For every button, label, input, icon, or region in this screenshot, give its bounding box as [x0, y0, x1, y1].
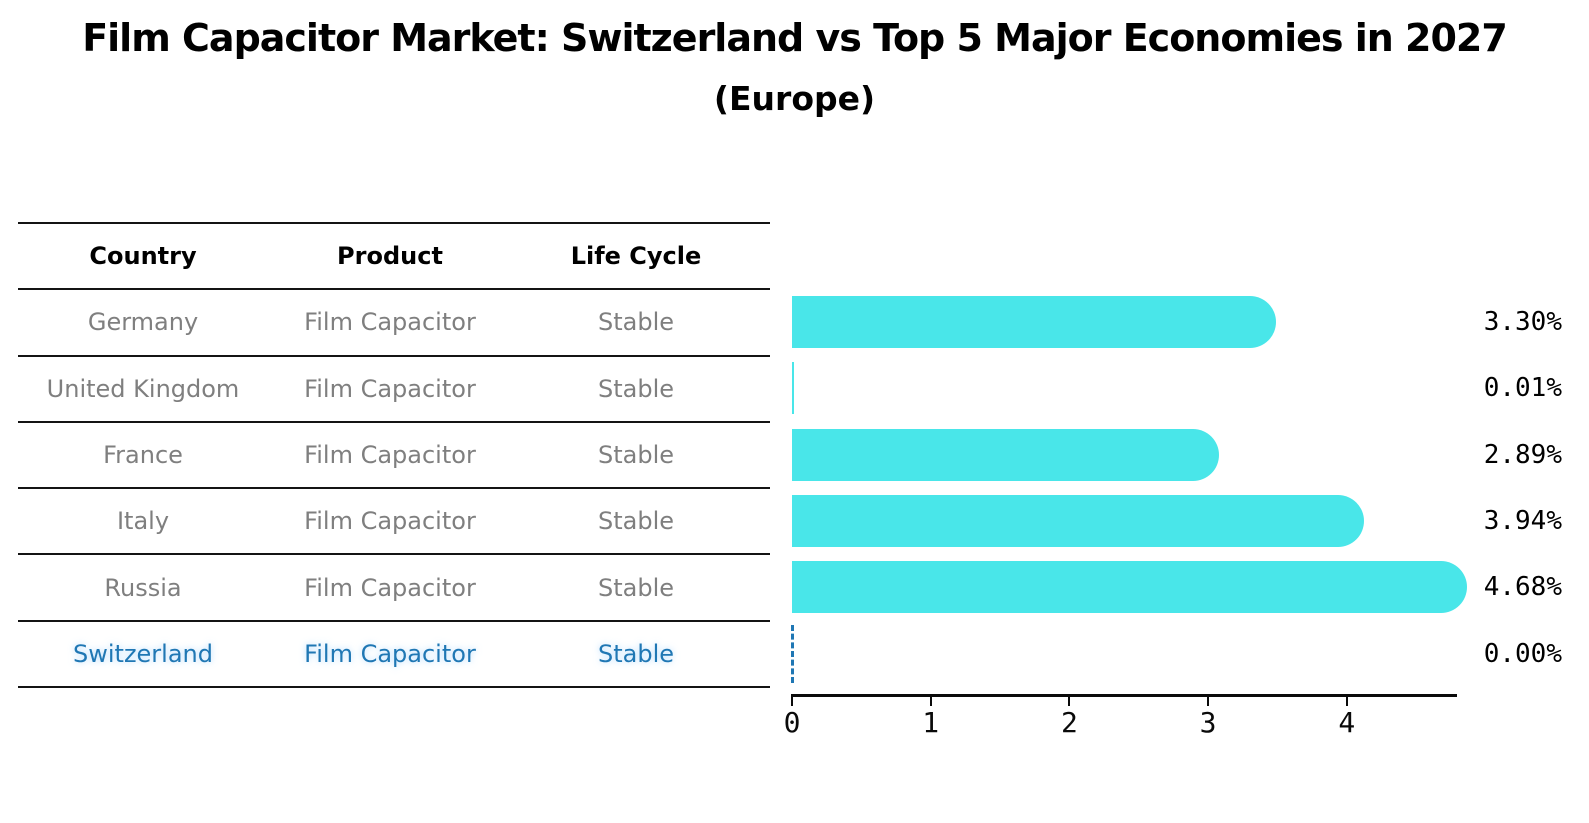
- table-cell-life-cycle: Stable: [597, 573, 675, 602]
- table-cell-life-cycle: Stable: [597, 308, 675, 337]
- table-cell-product: Film Capacitor: [304, 573, 476, 602]
- table-cell-life-cycle: Stable: [597, 374, 675, 403]
- column-header-country: Country: [89, 242, 197, 271]
- x-axis-tick-label: 1: [922, 706, 940, 739]
- country-table: Country Product Life Cycle Germany Film C…: [18, 222, 770, 689]
- table-cell-country: Russia: [104, 573, 182, 602]
- table-cell-country: United Kingdom: [46, 374, 240, 403]
- chart-subtitle: (Europe): [713, 79, 876, 118]
- x-axis-tick-label: 3: [1199, 706, 1217, 739]
- x-axis-tick-label: 4: [1338, 706, 1356, 739]
- x-axis-tick-label: 2: [1060, 706, 1078, 739]
- table-cell-product: Film Capacitor: [304, 308, 476, 337]
- table-row: Italy Film Capacitor Stable: [18, 489, 770, 556]
- table-row: France Film Capacitor Stable: [18, 423, 770, 490]
- table-cell-country: Germany: [87, 308, 199, 337]
- highlight-zero-marker: [791, 624, 794, 683]
- table-row: Switzerland Film Capacitor Stable: [18, 622, 770, 689]
- x-axis-tick-label: 0: [783, 706, 801, 739]
- table-cell-life-cycle: Stable: [597, 507, 675, 536]
- bar-united-kingdom: [792, 362, 794, 415]
- x-axis-tick: [791, 697, 793, 706]
- value-label: 2.89%: [1483, 439, 1562, 470]
- value-label: 0.00%: [1483, 638, 1562, 669]
- bar-germany: [792, 296, 1276, 348]
- table-header-row: Country Product Life Cycle: [18, 224, 770, 291]
- table-row: Russia Film Capacitor Stable: [18, 555, 770, 622]
- bar-russia: [792, 561, 1468, 614]
- table-row: United Kingdom Film Capacitor Stable: [18, 357, 770, 423]
- value-label: 3.30%: [1483, 307, 1562, 337]
- table-cell-product: Film Capacitor: [304, 639, 476, 668]
- table-cell-product: Film Capacitor: [304, 507, 476, 536]
- bar-france: [792, 428, 1219, 481]
- x-axis-tick: [1345, 697, 1348, 706]
- x-axis-tick: [1068, 697, 1071, 706]
- table-cell-country: Italy: [116, 507, 170, 536]
- table-body: Germany Film Capacitor Stable United Kingdo…: [18, 290, 770, 689]
- table-row: Germany Film Capacitor Stable: [18, 290, 770, 357]
- x-axis-tick: [929, 697, 932, 706]
- column-header-product: Product: [337, 242, 443, 271]
- table-cell-country: France: [103, 441, 183, 470]
- chart-title: Film Capacitor Market: Switzerland vs To…: [82, 16, 1508, 60]
- value-label: 4.68%: [1483, 572, 1562, 603]
- x-axis-line: [791, 694, 1457, 697]
- column-header-life-cycle: Life Cycle: [570, 242, 702, 271]
- table-cell-country: Switzerland: [73, 639, 213, 668]
- value-label: 0.01%: [1483, 373, 1562, 404]
- table-cell-product: Film Capacitor: [304, 374, 476, 403]
- x-axis-tick: [1207, 697, 1210, 706]
- table-cell-life-cycle: Stable: [597, 639, 675, 668]
- value-label: 3.94%: [1483, 505, 1562, 536]
- bar-italy: [792, 494, 1365, 547]
- table-cell-life-cycle: Stable: [597, 441, 675, 470]
- table-cell-product: Film Capacitor: [304, 441, 476, 470]
